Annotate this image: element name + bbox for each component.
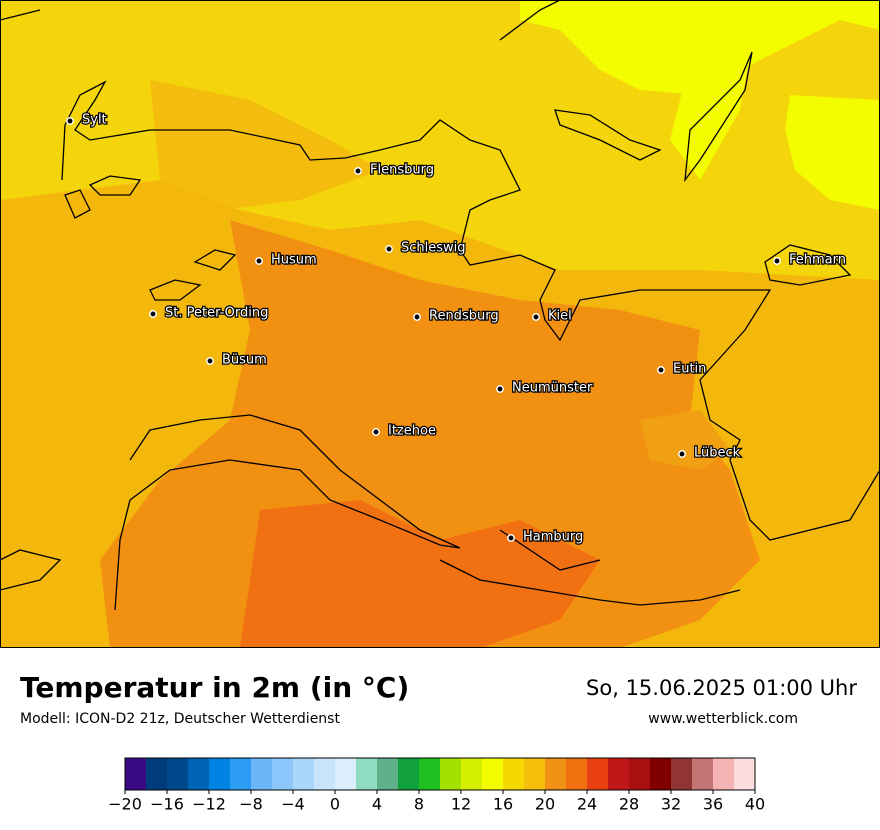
city-dot (206, 357, 214, 365)
island-coast (64, 175, 237, 301)
colorbar-segment (272, 758, 293, 790)
city-label: Eutin (673, 362, 706, 377)
city-label: Fehmarn (789, 253, 846, 268)
mild-zone (150, 80, 380, 210)
colorbar-segment (293, 758, 314, 790)
city-dot (657, 366, 665, 374)
colorbar-segment (524, 758, 545, 790)
colorbar-segment (671, 758, 692, 790)
colorbar-tick-label: 40 (745, 795, 765, 814)
city-label: Büsum (222, 353, 267, 368)
colorbar-segment (377, 758, 398, 790)
river (439, 529, 741, 606)
city-dot (773, 257, 781, 265)
subtitle: Modell: ICON-D2 21z, Deutscher Wetterdie… (20, 711, 340, 727)
coastline (0, 549, 62, 591)
city-dot (66, 117, 74, 125)
colorbar-tick-label: −16 (150, 795, 184, 814)
orange-zone (640, 410, 730, 470)
colorbar-segment (209, 758, 230, 790)
colorbar-tick-label: 20 (535, 795, 555, 814)
city-dot (255, 257, 263, 265)
city-label: Schleswig (401, 241, 466, 256)
city-label: Kiel (548, 309, 572, 324)
city-label: Neumünster (512, 381, 593, 396)
colorbar-segment (587, 758, 608, 790)
city-dot (413, 313, 421, 321)
colorbar-tick-label: 4 (372, 795, 382, 814)
colorbar-tick-label: 28 (619, 795, 639, 814)
colorbar-segment (566, 758, 587, 790)
colorbar-segment (314, 758, 335, 790)
city-dot (354, 167, 362, 175)
city-dot (385, 245, 393, 253)
city-label: Hamburg (523, 530, 583, 545)
colorbar-tick-label: 8 (414, 795, 424, 814)
coastline (114, 414, 461, 611)
city-label: Husum (271, 253, 317, 268)
colorbar-segment (461, 758, 482, 790)
city-label: St. Peter-Ording (165, 306, 268, 321)
city-dot (149, 310, 157, 318)
colorbar-segment (713, 758, 734, 790)
colorbar-tick-label: −12 (192, 795, 226, 814)
city-dot (496, 385, 504, 393)
colorbar-segment (608, 758, 629, 790)
city-dot (507, 534, 515, 542)
colorbar-tick-label: 0 (330, 795, 340, 814)
warm-zone (520, 0, 880, 95)
colorbar-tick-label: −4 (281, 795, 305, 814)
colorbar-tick-label: 12 (451, 795, 471, 814)
colorbar-segment (230, 758, 251, 790)
colorbar-segment (167, 758, 188, 790)
coastline (61, 80, 880, 541)
warm-zone (785, 95, 880, 210)
city-dot (372, 428, 380, 436)
colorbar-tick-label: 36 (703, 795, 723, 814)
city-label: Itzehoe (388, 424, 436, 439)
colorbar-segment (188, 758, 209, 790)
colorbar-segment (734, 758, 755, 790)
colorbar-tick-label: −8 (239, 795, 263, 814)
colorbar-segment (440, 758, 461, 790)
city-dot (532, 313, 540, 321)
colorbar-segment (650, 758, 671, 790)
map (0, 0, 880, 648)
colorbar-segment (251, 758, 272, 790)
colorbar-segment (503, 758, 524, 790)
city-label: Rendsburg (429, 309, 499, 324)
colorbar-segment (356, 758, 377, 790)
colorbar-segment (125, 758, 146, 790)
colorbar-segment (419, 758, 440, 790)
colorbar-tick-label: 16 (493, 795, 513, 814)
colorbar-segment (692, 758, 713, 790)
warm-zone (670, 55, 750, 180)
colorbar-segment (146, 758, 167, 790)
colorbar-tick-label: 32 (661, 795, 681, 814)
city-layer: Sylt Flensburg Schleswig Husum Fehmarn St. Pe… (66, 111, 847, 546)
colorbar-border (124, 757, 756, 791)
colorbar-segment (335, 758, 356, 790)
city-label: Flensburg (370, 163, 434, 178)
city-dot (678, 450, 686, 458)
island-coast (0, 0, 852, 286)
city-label: Lübeck (694, 446, 741, 461)
colorbar: −20 −16 −12 −8 −4 0 4 8 12 16 20 24 28 32 36 40 (108, 757, 765, 814)
city-label: Sylt (82, 113, 107, 128)
colorbar-segment (482, 758, 503, 790)
colorbar-tick-label: 24 (577, 795, 597, 814)
colorbar-segment (545, 758, 566, 790)
date: So, 15.06.2025 01:00 Uhr (586, 676, 857, 700)
website: www.wetterblick.com (648, 711, 798, 727)
colorbar-segment (398, 758, 419, 790)
colorbar-segment (629, 758, 650, 790)
title: Temperatur in 2m (in °C) (20, 671, 409, 704)
colorbar-tick-label: −20 (108, 795, 142, 814)
